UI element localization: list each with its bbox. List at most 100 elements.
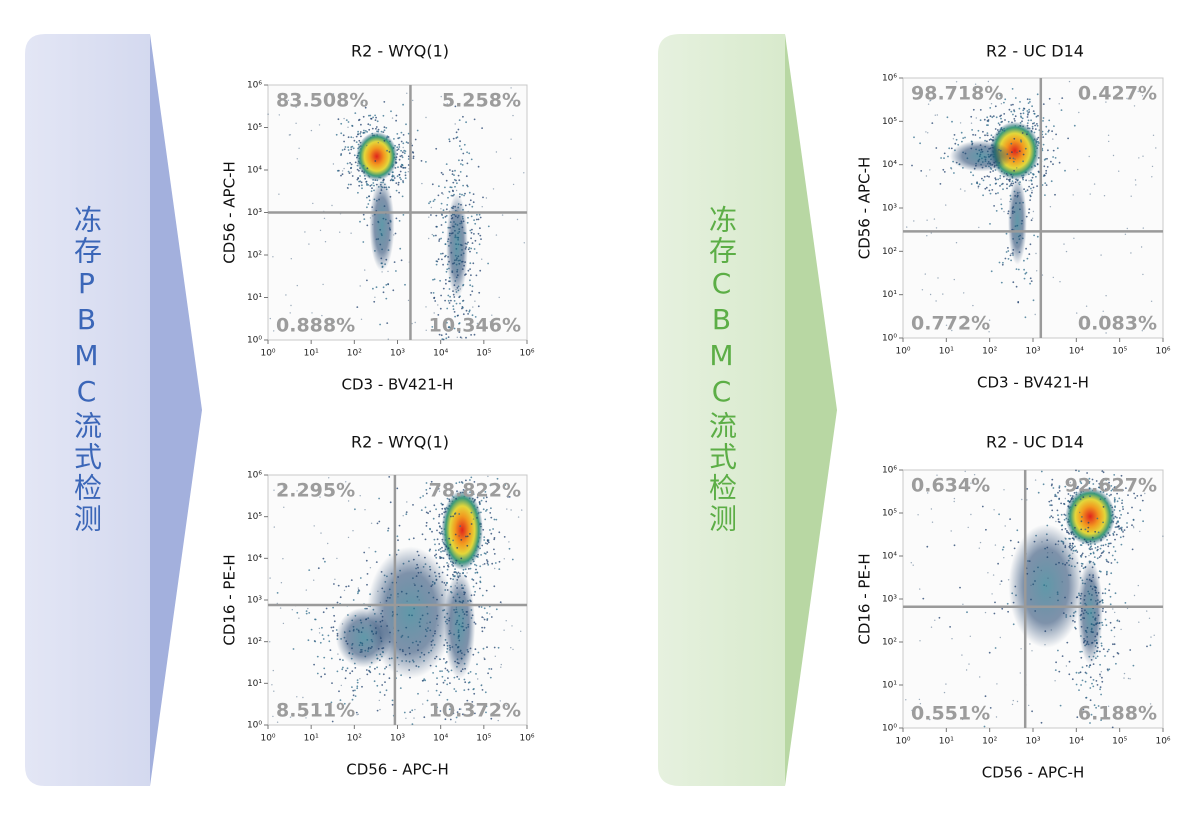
event-dot	[407, 158, 410, 160]
event-dot	[1000, 121, 1003, 124]
event-dot	[330, 701, 333, 704]
event-dot	[446, 568, 449, 571]
event-dot	[450, 322, 453, 324]
event-dot	[429, 528, 431, 531]
y-tick-label: 10¹	[247, 679, 262, 689]
plot-title: R2 - WYQ(1)	[351, 42, 449, 61]
x-tick-label: 10⁴	[1069, 737, 1084, 747]
event-dot	[296, 490, 298, 492]
event-dot	[486, 508, 488, 511]
event-dot	[1120, 474, 1123, 477]
event-dot	[1016, 151, 1018, 154]
event-dot	[434, 554, 436, 557]
event-dot	[986, 175, 989, 178]
event-dot	[343, 167, 345, 170]
event-dot	[1108, 140, 1110, 143]
event-dot	[322, 557, 325, 560]
event-dot	[476, 517, 478, 519]
event-dot	[1117, 619, 1119, 621]
event-dot	[363, 131, 366, 134]
event-dot	[1031, 183, 1033, 186]
event-dot	[356, 685, 359, 688]
event-dot	[483, 607, 486, 610]
event-dot	[1017, 301, 1020, 304]
event-dot	[1153, 634, 1155, 636]
event-dot	[988, 319, 991, 321]
event-dot	[952, 138, 955, 140]
event-dot	[1101, 676, 1103, 679]
event-dot	[418, 599, 420, 601]
event-dot	[500, 663, 502, 666]
event-dot	[300, 318, 302, 320]
x-axis-label: CD3 - BV421-H	[977, 374, 1089, 392]
event-dot	[272, 256, 274, 258]
event-dot	[486, 560, 489, 563]
event-dot	[1102, 544, 1105, 547]
event-dot	[440, 252, 442, 255]
event-dot	[1142, 155, 1144, 157]
event-dot	[430, 214, 432, 216]
event-dot	[350, 232, 352, 234]
event-dot	[438, 185, 440, 188]
event-dot	[1134, 179, 1137, 181]
event-dot	[438, 522, 440, 524]
event-dot	[1019, 121, 1022, 124]
event-dot	[1092, 685, 1095, 688]
event-dot	[411, 144, 414, 147]
event-dot	[1105, 101, 1107, 103]
event-dot	[485, 589, 488, 592]
event-dot	[340, 122, 343, 125]
event-dot	[1094, 530, 1097, 533]
event-dot	[383, 101, 386, 103]
event-dot	[437, 258, 440, 261]
event-dot	[375, 127, 377, 130]
event-dot	[411, 723, 414, 725]
event-dot	[433, 504, 436, 507]
event-dot	[320, 675, 323, 678]
event-dot	[1137, 90, 1139, 93]
event-dot	[400, 259, 403, 262]
event-dot	[1082, 708, 1085, 711]
event-dot	[989, 192, 992, 195]
event-dot	[388, 476, 391, 478]
event-dot	[403, 711, 406, 714]
event-dot	[1007, 579, 1010, 581]
event-dot	[1014, 97, 1017, 99]
event-dot	[1006, 178, 1008, 181]
y-tick-label: 10⁰	[247, 336, 262, 346]
event-dot	[1112, 546, 1115, 548]
event-dot	[1012, 699, 1014, 702]
event-dot	[296, 696, 298, 698]
event-dot	[1058, 490, 1061, 492]
event-dot	[333, 620, 336, 623]
event-dot	[494, 567, 496, 570]
event-dot	[479, 565, 482, 568]
event-dot	[332, 630, 334, 632]
event-dot	[509, 157, 512, 159]
event-dot	[1108, 551, 1110, 554]
event-dot	[475, 274, 478, 277]
event-dot	[1091, 536, 1094, 539]
event-dot	[1089, 687, 1092, 689]
event-dot	[1057, 491, 1059, 494]
event-dot	[1054, 493, 1057, 496]
event-dot	[948, 147, 951, 150]
event-dot	[1050, 515, 1053, 517]
event-dot	[359, 145, 361, 147]
event-dot	[359, 220, 361, 223]
event-dot	[378, 699, 380, 702]
event-dot	[955, 81, 958, 83]
event-dot	[291, 104, 293, 106]
event-dot	[307, 639, 310, 642]
event-dot	[438, 543, 441, 545]
event-dot	[402, 214, 405, 216]
event-dot	[441, 252, 444, 255]
event-dot	[979, 676, 981, 678]
event-dot	[1054, 680, 1056, 682]
event-dot	[376, 522, 379, 525]
event-dot	[435, 553, 438, 556]
event-dot	[999, 636, 1001, 639]
event-dot	[430, 292, 433, 294]
event-dot	[1060, 524, 1063, 527]
event-dot	[1068, 80, 1071, 83]
